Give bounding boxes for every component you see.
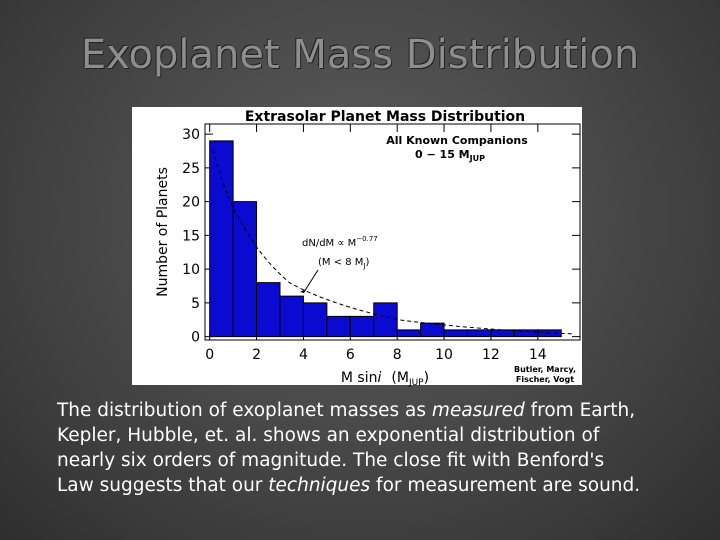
bar <box>490 329 515 338</box>
arrow <box>303 269 319 293</box>
annotation: dN/dM ∝ M−0.77 <box>302 235 378 249</box>
x-axis-label: M sini (MJUP) <box>341 370 429 388</box>
bar <box>256 282 281 338</box>
caption-text: Kepler, Hubble, et. al. shows an exponen… <box>57 425 600 446</box>
bar <box>396 329 422 338</box>
caption-text: techniques <box>268 475 371 496</box>
x-tick-label: 4 <box>299 347 308 363</box>
annotation: 0 − 15 MJUP <box>415 148 485 163</box>
caption-text: Law suggests that our <box>57 475 269 496</box>
y-tick-label: 20 <box>182 195 200 211</box>
bar <box>302 302 328 338</box>
y-tick-label: 30 <box>182 127 200 143</box>
credit: Butler, Marcy, <box>514 365 576 374</box>
bar <box>349 315 375 338</box>
bar <box>232 201 258 338</box>
bar <box>467 329 492 338</box>
bar <box>326 315 351 338</box>
y-tick-label: 0 <box>191 330 200 346</box>
slide-title: Exoplanet Mass Distribution <box>80 32 640 78</box>
chart-panel <box>132 107 582 385</box>
chart-title: Extrasolar Planet Mass Distribution <box>245 109 525 125</box>
bar <box>513 329 539 338</box>
caption-text: The distribution of exoplanet masses as <box>57 400 432 421</box>
bar <box>443 329 468 338</box>
plot-frame <box>204 123 581 341</box>
arrow-head <box>300 289 306 293</box>
y-axis-label: Number of Planets <box>155 167 171 297</box>
y-tick-label: 10 <box>182 262 200 278</box>
bar <box>209 140 234 338</box>
x-tick-label: 14 <box>529 347 547 363</box>
x-tick-label: 0 <box>205 347 214 363</box>
x-tick-label: 8 <box>393 347 402 363</box>
caption: The distribution of exoplanet masses as … <box>57 398 640 498</box>
x-tick-label: 6 <box>346 347 355 363</box>
annotation: (M < 8 MJ) <box>318 257 370 270</box>
bar <box>373 302 398 338</box>
caption-line: Kepler, Hubble, et. al. shows an exponen… <box>57 423 640 448</box>
x-tick-label: 12 <box>482 347 500 363</box>
caption-line: Law suggests that our techniques for mea… <box>57 473 640 498</box>
annotation: All Known Companions <box>386 134 528 147</box>
x-tick-label: 10 <box>435 347 453 363</box>
caption-text: nearly six orders of magnitude. The clos… <box>57 450 605 471</box>
bar <box>420 322 445 338</box>
x-tick-label: 2 <box>252 347 261 363</box>
fit-curve <box>212 149 576 335</box>
caption-text: from Earth, <box>524 400 636 421</box>
caption-text: for measurement are sound. <box>370 475 641 496</box>
bar <box>279 295 304 338</box>
caption-line: The distribution of exoplanet masses as … <box>57 398 640 423</box>
credit: Fischer, Vogt <box>516 375 574 384</box>
caption-line: nearly six orders of magnitude. The clos… <box>57 448 640 473</box>
caption-text: measured <box>431 400 525 421</box>
y-tick-label: 5 <box>191 296 200 312</box>
y-tick-label: 25 <box>182 161 200 177</box>
y-tick-label: 15 <box>182 228 200 244</box>
